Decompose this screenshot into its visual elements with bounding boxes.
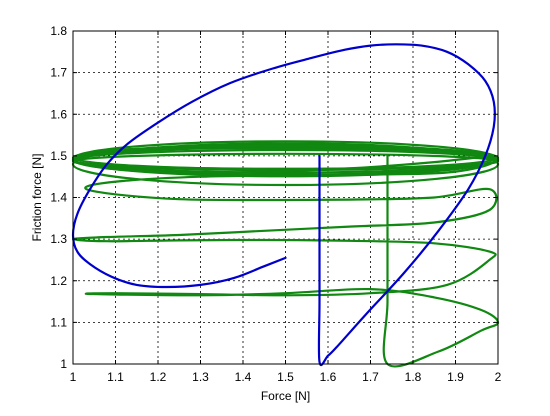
series-line-green bbox=[71, 147, 500, 368]
x-tick-label: 1.6 bbox=[320, 370, 337, 384]
y-tick-label: 1.3 bbox=[50, 232, 67, 246]
y-tick-label: 1 bbox=[60, 357, 67, 371]
y-tick-label: 1.8 bbox=[50, 24, 67, 38]
x-axis-label: Force [N] bbox=[261, 389, 310, 403]
x-tick-label: 1.9 bbox=[447, 370, 464, 384]
x-tick-label: 1.3 bbox=[192, 370, 209, 384]
y-tick-label: 1.5 bbox=[50, 149, 67, 163]
y-tick-label: 1.6 bbox=[50, 107, 67, 121]
x-tick-label: 1.5 bbox=[277, 370, 294, 384]
y-tick-label: 1.7 bbox=[50, 66, 67, 80]
x-tick-label: 1.8 bbox=[405, 370, 422, 384]
x-tick-label: 2 bbox=[495, 370, 502, 384]
y-tick-label: 1.4 bbox=[50, 191, 67, 205]
y-tick-label: 1.1 bbox=[50, 315, 67, 329]
y-axis-label: Friction force [N] bbox=[30, 153, 44, 241]
series-line-blue bbox=[71, 43, 496, 367]
y-tick-label: 1.2 bbox=[50, 274, 67, 288]
x-tick-label: 1 bbox=[70, 370, 77, 384]
x-tick-label: 1.7 bbox=[362, 370, 379, 384]
x-tick-label: 1.2 bbox=[150, 370, 167, 384]
x-tick-label: 1.1 bbox=[107, 370, 124, 384]
x-tick-label: 1.4 bbox=[235, 370, 252, 384]
ticks: 1 1.1 1.2 1.3 1.4 1.5 1.6 1.7 1.8 1.9 2 1 1.1 1.2 1.3 1… bbox=[50, 24, 501, 384]
